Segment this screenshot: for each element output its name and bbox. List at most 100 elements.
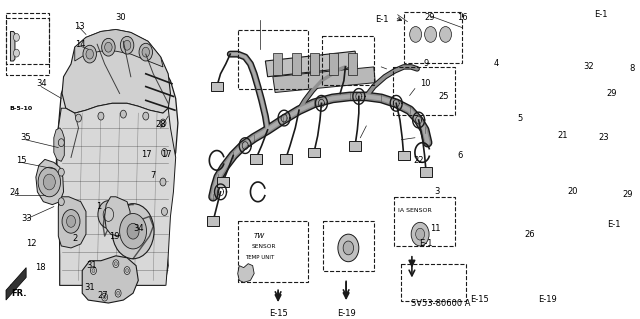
Text: 28: 28: [156, 121, 166, 130]
Text: E-19: E-19: [337, 309, 355, 318]
Text: 34: 34: [133, 224, 143, 233]
Text: E-19: E-19: [538, 294, 557, 304]
Text: 29: 29: [424, 13, 435, 22]
Bar: [280, 154, 292, 164]
Text: FR.: FR.: [11, 289, 26, 298]
Bar: [394, 197, 455, 246]
Circle shape: [44, 174, 55, 190]
Polygon shape: [54, 128, 64, 161]
Text: 11: 11: [431, 224, 441, 233]
Bar: [250, 154, 262, 164]
Circle shape: [120, 110, 126, 118]
Text: 31: 31: [86, 261, 97, 270]
Circle shape: [112, 204, 154, 259]
Circle shape: [105, 42, 112, 52]
Circle shape: [58, 198, 64, 206]
Circle shape: [13, 49, 19, 57]
Circle shape: [120, 213, 147, 249]
Circle shape: [143, 112, 148, 120]
Bar: [6, 12, 49, 64]
Circle shape: [116, 291, 120, 295]
Bar: [348, 53, 356, 75]
Text: E-15: E-15: [269, 309, 287, 318]
Circle shape: [13, 33, 19, 41]
Circle shape: [113, 260, 119, 268]
Polygon shape: [56, 41, 178, 285]
Text: 33: 33: [22, 214, 32, 223]
Text: 13: 13: [74, 22, 84, 31]
Polygon shape: [75, 30, 163, 67]
Circle shape: [120, 36, 134, 54]
Circle shape: [58, 139, 64, 147]
Polygon shape: [10, 32, 15, 61]
Polygon shape: [58, 197, 86, 248]
Bar: [217, 177, 228, 187]
Polygon shape: [82, 256, 138, 303]
Circle shape: [83, 45, 97, 63]
Text: IA SENSOR: IA SENSOR: [397, 208, 431, 212]
Circle shape: [415, 228, 424, 240]
Text: TW: TW: [254, 233, 266, 239]
Circle shape: [115, 262, 117, 266]
Polygon shape: [6, 268, 26, 300]
Bar: [207, 217, 219, 226]
Text: 3: 3: [435, 187, 440, 197]
Circle shape: [76, 114, 81, 122]
Text: SENSOR: SENSOR: [251, 244, 276, 249]
Text: 8: 8: [629, 64, 634, 73]
Circle shape: [160, 119, 166, 127]
Text: 16: 16: [457, 13, 467, 22]
Polygon shape: [62, 30, 170, 113]
Polygon shape: [266, 51, 357, 77]
Circle shape: [98, 112, 104, 120]
Circle shape: [440, 26, 452, 42]
Polygon shape: [57, 103, 175, 285]
Text: 35: 35: [20, 133, 31, 142]
Text: 31: 31: [84, 283, 95, 292]
Circle shape: [338, 234, 359, 262]
Text: 4: 4: [493, 59, 499, 69]
Circle shape: [102, 293, 108, 301]
Bar: [211, 82, 223, 92]
Circle shape: [424, 26, 436, 42]
Text: 2: 2: [72, 234, 77, 242]
Text: 29: 29: [606, 89, 617, 98]
Circle shape: [124, 267, 130, 274]
Bar: [6, 18, 49, 75]
Bar: [310, 53, 319, 75]
Circle shape: [98, 201, 119, 228]
Circle shape: [410, 26, 422, 42]
Text: E-15: E-15: [470, 294, 488, 304]
Text: 25: 25: [438, 92, 449, 101]
Circle shape: [90, 267, 97, 274]
Bar: [420, 167, 432, 177]
Bar: [397, 151, 410, 160]
Text: 18: 18: [35, 263, 45, 272]
Bar: [349, 141, 361, 151]
Circle shape: [38, 167, 61, 197]
Circle shape: [62, 210, 80, 233]
Text: 5: 5: [518, 114, 523, 122]
Circle shape: [125, 269, 129, 272]
Polygon shape: [105, 197, 130, 236]
Circle shape: [124, 40, 131, 50]
Text: 15: 15: [16, 156, 26, 165]
Text: SV53-80600 A: SV53-80600 A: [412, 299, 471, 308]
Circle shape: [343, 241, 353, 255]
Text: 17: 17: [141, 150, 152, 159]
Text: 22: 22: [413, 156, 424, 165]
Text: E-1: E-1: [375, 15, 388, 24]
Circle shape: [139, 43, 152, 61]
Text: 23: 23: [598, 133, 609, 142]
Bar: [404, 12, 462, 63]
Circle shape: [58, 168, 64, 176]
Text: 30: 30: [116, 13, 127, 22]
Text: E-1: E-1: [607, 220, 621, 229]
Polygon shape: [36, 160, 63, 205]
Bar: [323, 221, 374, 271]
Bar: [273, 53, 282, 75]
Bar: [393, 68, 456, 115]
Circle shape: [102, 38, 115, 56]
Bar: [239, 221, 308, 282]
Text: 19: 19: [109, 232, 120, 241]
